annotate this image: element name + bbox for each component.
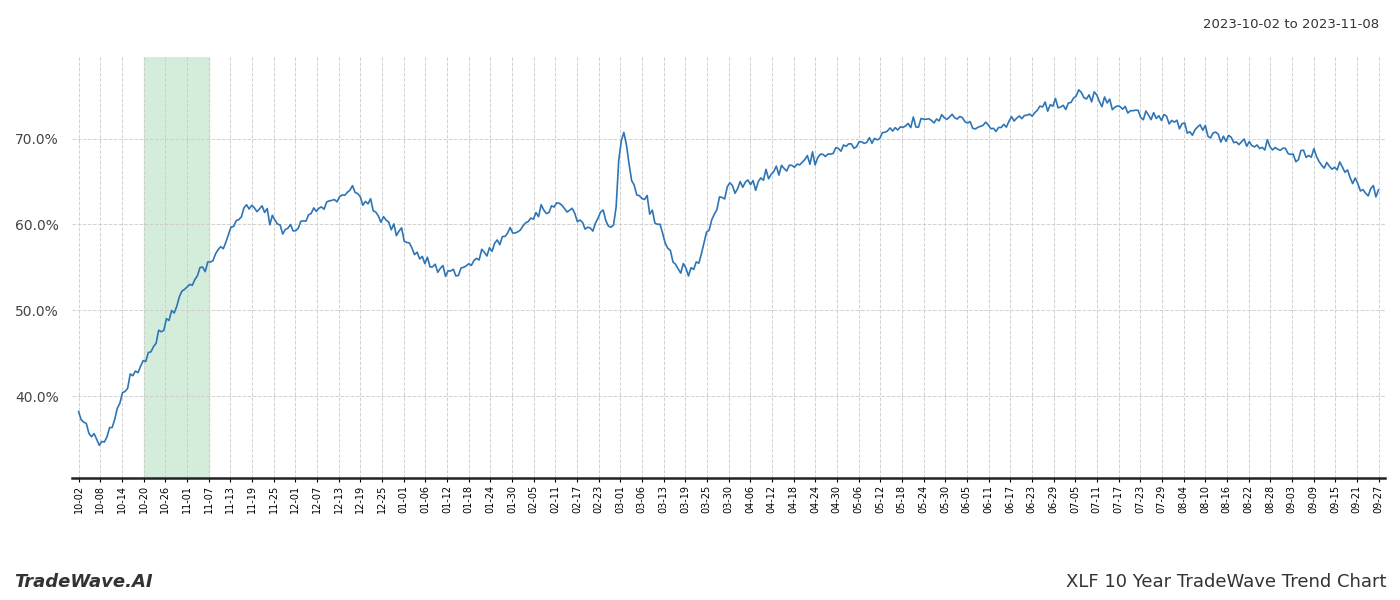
Text: TradeWave.AI: TradeWave.AI <box>14 573 153 591</box>
Text: 2023-10-02 to 2023-11-08: 2023-10-02 to 2023-11-08 <box>1203 18 1379 31</box>
Bar <box>144 57 209 478</box>
Text: XLF 10 Year TradeWave Trend Chart: XLF 10 Year TradeWave Trend Chart <box>1065 573 1386 591</box>
